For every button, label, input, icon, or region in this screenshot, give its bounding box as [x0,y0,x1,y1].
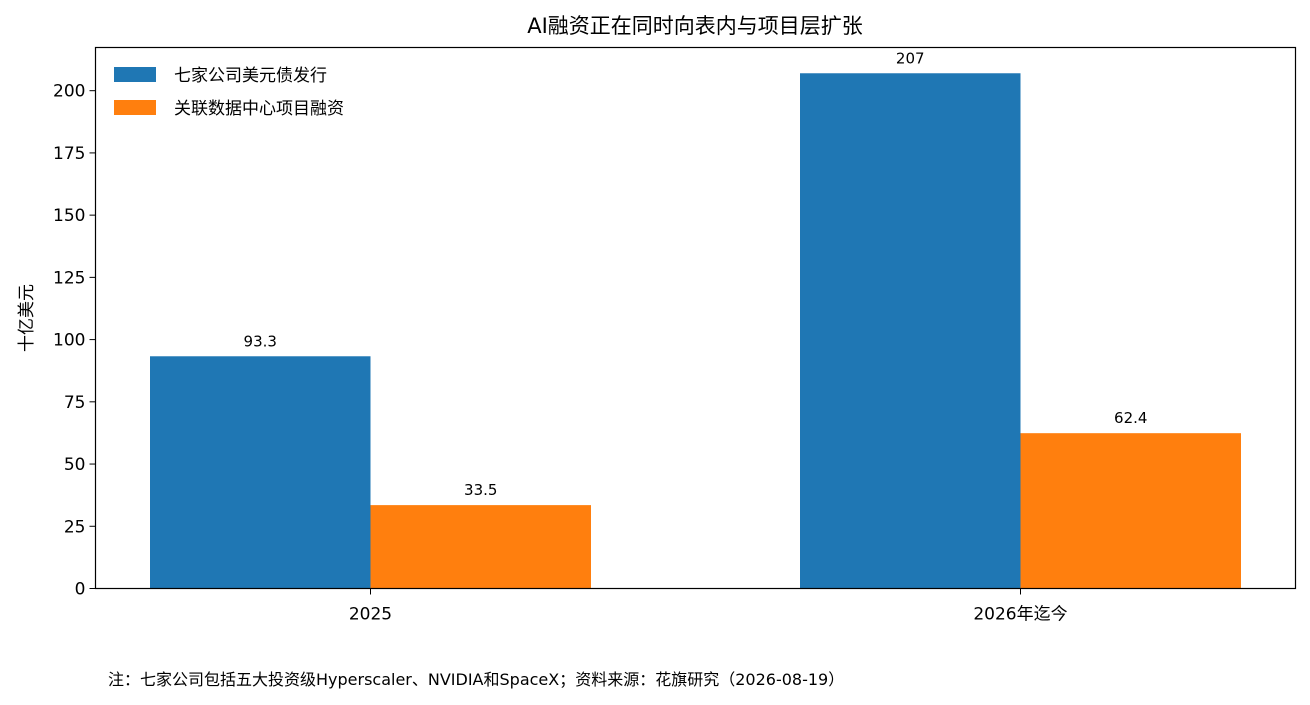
y-tick-label: 150 [53,206,85,226]
y-tick-label: 175 [53,144,85,164]
data-label: 93.3 [244,332,277,350]
y-tick-label: 75 [64,393,86,413]
y-tick-label: 100 [53,331,85,351]
y-tick-label: 50 [64,455,86,475]
bar [370,505,591,589]
y-axis-label: 十亿美元 [17,284,37,352]
bar [800,73,1021,589]
data-label: 207 [896,49,925,67]
footnote: 注：七家公司包括五大投资级Hyperscaler、NVIDIA和SpaceX；资… [108,670,845,689]
x-tick-label: 2025 [349,605,392,625]
y-tick-label: 0 [75,580,86,600]
data-label: 62.4 [1114,409,1147,427]
legend-label: 关联数据中心项目融资 [174,99,344,119]
bar [150,356,371,589]
data-label: 33.5 [464,481,497,499]
x-tick-label: 2026年迄今 [973,605,1067,625]
plot-frame [94,46,1297,590]
y-tick-label: 125 [53,268,85,288]
chart-title: AI融资正在同时向表内与项目层扩张 [527,14,863,38]
y-tick-label: 25 [64,517,86,537]
legend-label: 七家公司美元债发行 [174,66,327,86]
y-tick-label: 200 [53,82,85,102]
legend-swatch [114,67,156,82]
legend-swatch [114,100,156,115]
bar [1020,433,1241,589]
